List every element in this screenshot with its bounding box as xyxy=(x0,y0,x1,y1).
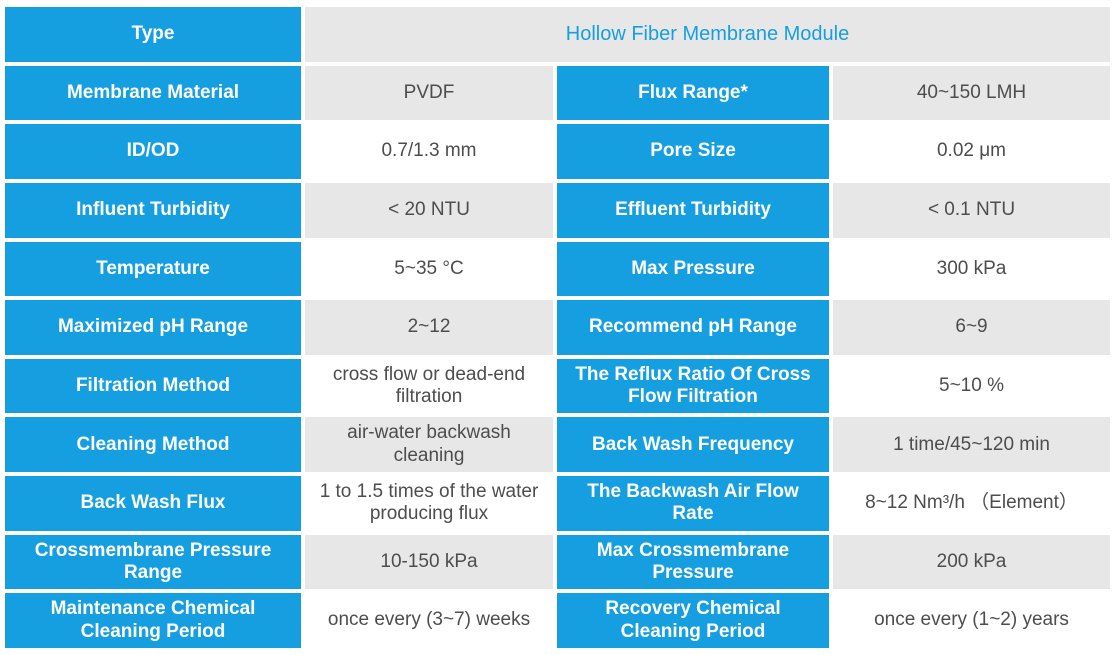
spec-value-crossmembrane-pressure-range: 10-150 kPa xyxy=(305,534,553,590)
spec-label-effluent-turbidity: Effluent Turbidity xyxy=(557,182,829,238)
spec-label-pore-size: Pore Size xyxy=(557,124,829,179)
spec-label-id-od: ID/OD xyxy=(5,124,301,179)
spec-value-backwash-air-flow-rate: 8~12 Nm³/h （Element） xyxy=(833,476,1110,531)
spec-label-flux-range: Flux Range* xyxy=(557,65,829,121)
spec-value-flux-range: 40~150 LMH xyxy=(833,65,1110,121)
spec-value-recovery-cleaning-period: once every (1~2) years xyxy=(833,593,1110,648)
spec-label-max-pressure: Max Pressure xyxy=(557,241,829,297)
spec-value-id-od: 0.7/1.3 mm xyxy=(305,124,553,179)
spec-label-crossmembrane-pressure-range: Crossmembrane Pressure Range xyxy=(5,534,301,590)
spec-value-max-crossmembrane-pressure: 200 kPa xyxy=(833,534,1110,590)
spec-value-backwash-flux: 1 to 1.5 times of the water producing fl… xyxy=(305,476,553,531)
spec-value-filtration-method: cross flow or dead-end filtration xyxy=(305,358,553,414)
spec-value-temperature: 5~35 °C xyxy=(305,241,553,297)
spec-label-recommend-ph-range: Recommend pH Range xyxy=(557,300,829,355)
spec-value-cleaning-method: air-water backwash cleaning xyxy=(305,417,553,473)
spec-label-filtration-method: Filtration Method xyxy=(5,358,301,414)
spec-label-max-crossmembrane-pressure: Max Crossmembrane Pressure xyxy=(557,534,829,590)
spec-label-backwash-frequency: Back Wash Frequency xyxy=(557,417,829,473)
spec-value-membrane-material: PVDF xyxy=(305,65,553,121)
spec-label-backwash-air-flow-rate: The Backwash Air Flow Rate xyxy=(557,476,829,531)
spec-label-cleaning-method: Cleaning Method xyxy=(5,417,301,473)
spec-label-influent-turbidity: Influent Turbidity xyxy=(5,182,301,238)
spec-value-maintenance-cleaning-period: once every (3~7) weeks xyxy=(305,593,553,648)
spec-label-maximized-ph-range: Maximized pH Range xyxy=(5,300,301,355)
spec-label-reflux-ratio: The Reflux Ratio Of Cross Flow Filtratio… xyxy=(557,358,829,414)
spec-label-membrane-material: Membrane Material xyxy=(5,65,301,121)
spec-value-pore-size: 0.02 μm xyxy=(833,124,1110,179)
spec-value-effluent-turbidity: < 0.1 NTU xyxy=(833,182,1110,238)
spec-label-backwash-flux: Back Wash Flux xyxy=(5,476,301,531)
spec-label-type: Type xyxy=(5,7,301,62)
spec-value-influent-turbidity: < 20 NTU xyxy=(305,182,553,238)
spec-value-recommend-ph-range: 6~9 xyxy=(833,300,1110,355)
spec-value-reflux-ratio: 5~10 % xyxy=(833,358,1110,414)
spec-value-type: Hollow Fiber Membrane Module xyxy=(305,7,1110,62)
spec-value-maximized-ph-range: 2~12 xyxy=(305,300,553,355)
spec-value-max-pressure: 300 kPa xyxy=(833,241,1110,297)
spec-value-backwash-frequency: 1 time/45~120 min xyxy=(833,417,1110,473)
spec-label-recovery-cleaning-period: Recovery Chemical Cleaning Period xyxy=(557,593,829,648)
spec-label-maintenance-cleaning-period: Maintenance Chemical Cleaning Period xyxy=(5,593,301,648)
spec-label-temperature: Temperature xyxy=(5,241,301,297)
